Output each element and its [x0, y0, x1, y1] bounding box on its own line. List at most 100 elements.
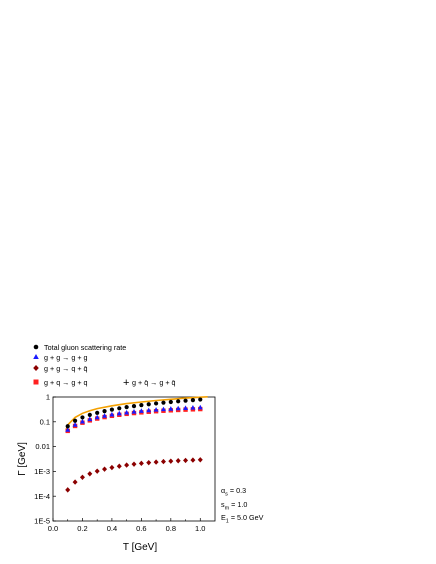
point-total: [198, 397, 203, 402]
legend-label-total: Total gluon scattering rate: [44, 343, 126, 352]
point-gg-gg: [109, 411, 115, 417]
plot-frame: [52, 396, 216, 522]
point-gg-gg: [102, 413, 108, 418]
point-total: [176, 399, 181, 404]
legend-label-gg-qq: g + g → q + q̄: [44, 364, 88, 373]
point-gg-gg: [65, 427, 71, 432]
y-axis-title: Γ [GeV]: [17, 442, 28, 476]
legend-label-gg-gg: g + g → g + g: [44, 353, 88, 362]
point-gg-gg: [79, 418, 85, 424]
axis-ticks: 0.0 0.2 0.4 0.6 0.8 1.0 1E-5 1E-4 1E-3 0.01 0.1 1: [34, 393, 205, 533]
x-tick-label: 0.4: [107, 524, 117, 533]
point-gg-qq: [87, 471, 93, 477]
point-gg-qq: [109, 464, 115, 471]
point-total: [117, 406, 122, 411]
point-gg-qq: [160, 458, 166, 465]
point-gg-gg: [131, 409, 137, 414]
parameter-value: = 1.0: [229, 500, 247, 509]
point-gg-qq: [72, 479, 78, 485]
point-gg-qq: [183, 457, 189, 464]
point-gg-gg: [175, 405, 181, 411]
parameter-symbol: s: [221, 500, 225, 509]
point-gg-qq: [116, 463, 122, 469]
point-gg-gg: [124, 409, 130, 415]
point-gg-gg: [72, 422, 78, 427]
data-marks: [65, 397, 203, 493]
point-gg-qq: [124, 462, 130, 468]
point-total: [87, 412, 92, 417]
legend-marker-gq: [33, 379, 39, 385]
y-tick-label: 1E-3: [34, 467, 50, 476]
parameter-symbol: E: [221, 513, 226, 522]
parameter-line: E1 = 5.0 GeV: [221, 513, 264, 525]
legend-label-gqbar: g + q̄ → g + q̄: [132, 378, 176, 387]
point-gg-gg: [160, 406, 166, 412]
point-total: [102, 409, 107, 414]
parameter-line: αs = 0.3: [221, 486, 246, 498]
point-total: [65, 424, 70, 429]
point-gg-qq: [79, 474, 85, 480]
point-gg-qq: [168, 458, 174, 464]
point-gg-gg: [87, 416, 93, 422]
legend-plus-sign: +: [123, 377, 129, 389]
parameter-value: = 5.0 GeV: [229, 513, 264, 522]
parameter-symbol: α: [221, 486, 225, 495]
x-tick-label: 0.2: [77, 524, 87, 533]
point-gg-qq: [153, 459, 159, 465]
point-gg-gg: [146, 407, 152, 413]
point-gg-qq: [190, 457, 196, 463]
point-gg-gg: [116, 410, 122, 416]
x-tick-label: 1.0: [195, 524, 205, 533]
point-total: [95, 410, 100, 415]
point-total: [72, 418, 78, 423]
y-tick-label: 0.1: [40, 417, 50, 426]
point-gg-gg: [138, 408, 144, 413]
point-gg-qq: [102, 466, 108, 472]
legend-marker-gg-gg: [33, 354, 39, 359]
point-gg-qq: [131, 461, 137, 467]
y-tick-label: 0.01: [35, 442, 50, 451]
parameter-subscript: m: [225, 506, 230, 512]
y-tick-label: 1E-5: [34, 517, 50, 526]
point-total: [153, 401, 159, 406]
curve-layer: [65, 396, 208, 430]
point-gg-qq: [138, 460, 144, 467]
point-total: [168, 399, 173, 405]
point-total: [161, 400, 166, 405]
y-tick-label: 1E-4: [34, 492, 50, 501]
parameter-line: sm = 1.0: [221, 500, 247, 512]
parameter-subscript: 1: [226, 519, 229, 525]
point-total: [139, 403, 144, 408]
point-gg-gg: [94, 414, 100, 420]
point-total: [146, 402, 151, 407]
point-gg-gg: [153, 407, 159, 412]
point-total: [109, 407, 115, 412]
fit-curve: [65, 396, 208, 430]
parameter-block: αs = 0.3sm = 1.0E1 = 5.0 GeV: [221, 486, 264, 525]
point-gg-gg: [197, 404, 203, 410]
point-gg-gg: [190, 405, 196, 410]
point-gg-gg: [168, 406, 174, 411]
point-gg-qq: [175, 458, 181, 464]
x-tick-label: 0.0: [48, 524, 58, 533]
point-gg-qq: [146, 459, 152, 466]
parameter-value: = 0.3: [228, 486, 246, 495]
x-tick-label: 0.6: [136, 524, 146, 533]
point-total: [80, 415, 85, 420]
point-gg-qq: [65, 487, 71, 493]
y-tick-label: 1: [46, 393, 50, 402]
point-gg-qq: [197, 457, 203, 463]
point-total: [183, 398, 188, 403]
x-tick-label: 0.8: [166, 524, 176, 533]
x-axis-title: T [GeV]: [123, 542, 157, 553]
legend-marker-gg-qq: [33, 365, 39, 371]
point-total: [190, 397, 196, 403]
legend: Total gluon scattering rate g + g → g + …: [33, 343, 176, 389]
legend-marker-total: [33, 344, 39, 350]
point-gg-qq: [94, 468, 100, 474]
point-total: [131, 403, 137, 409]
point-total: [124, 405, 129, 410]
legend-label-gq: g + q → g + q: [44, 378, 88, 387]
point-gg-gg: [183, 405, 189, 410]
